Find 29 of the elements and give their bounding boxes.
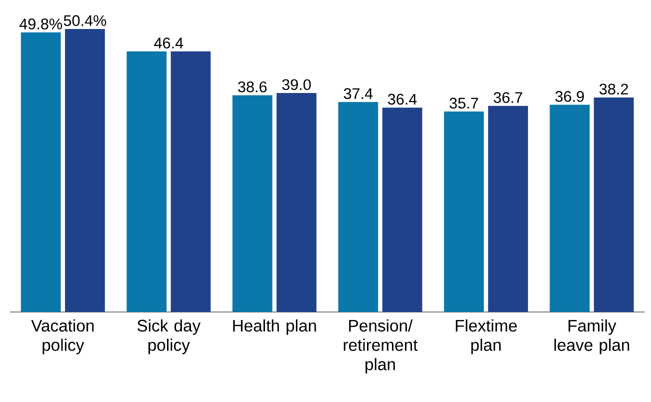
x-tick-label: Health plan [233,319,316,335]
bar [382,108,422,312]
data-label: 50.4% [64,15,106,26]
x-tick-label: Vacation policy [31,319,94,354]
data-label: 38.2 [599,84,628,95]
data-label: 49.8% [19,18,62,30]
bar [170,51,211,312]
bar [338,102,378,312]
x-tick-label: Flextime plan [456,319,517,354]
bar [594,97,634,312]
bar [232,95,272,312]
bar [444,112,484,312]
data-label: 36.4 [388,94,417,105]
bar [20,32,61,312]
bar [126,51,167,312]
data-label: 35.7 [450,98,478,109]
bar [550,104,590,312]
bar [488,106,528,312]
data-label: 36.7 [494,92,522,103]
x-tick-label: Family leave plan [554,319,630,354]
data-label: 39.0 [282,79,311,90]
data-label: 46.4 [154,38,184,48]
data-label: 37.4 [344,88,373,100]
x-tick-label: Sick day policy [137,319,201,354]
data-label: 38.6 [238,81,267,92]
bar [65,28,105,312]
x-tick-label: Pension/ retirement plan [344,319,418,374]
bar [276,92,316,312]
data-label: 36.9 [555,90,584,102]
